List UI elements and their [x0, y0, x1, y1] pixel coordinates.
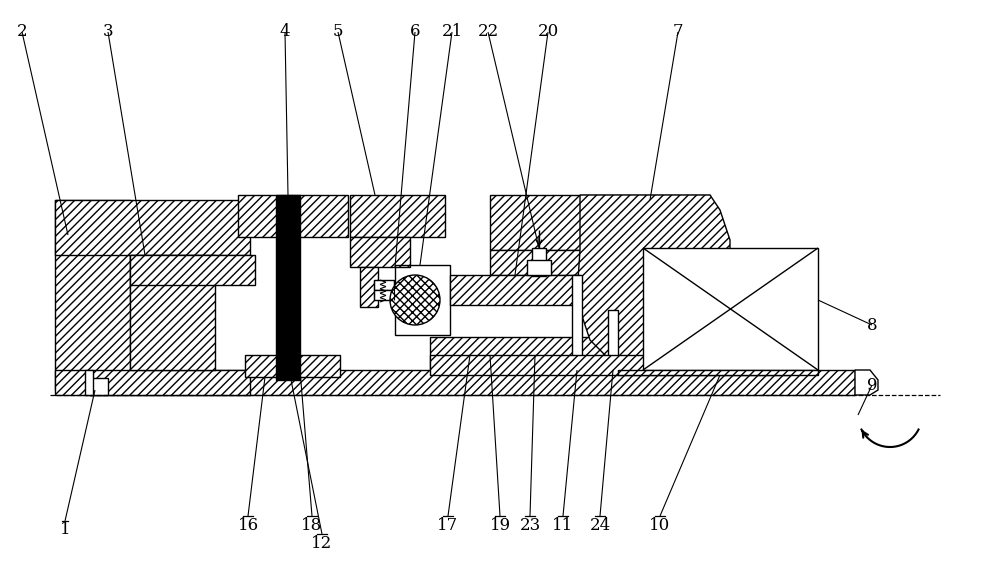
Polygon shape [855, 370, 878, 395]
Bar [374, 290, 394, 300]
Text: 10: 10 [649, 517, 671, 534]
Bar [238, 195, 348, 237]
Text: 3: 3 [103, 23, 113, 41]
Bar [430, 355, 790, 375]
Bar [276, 195, 300, 380]
Text: 12: 12 [311, 534, 333, 551]
Bar [374, 280, 394, 290]
Text: 9: 9 [867, 376, 877, 394]
Text: 1: 1 [60, 522, 70, 538]
Text: 11: 11 [552, 517, 574, 534]
Text: 5: 5 [333, 23, 343, 41]
Bar [490, 195, 710, 250]
Circle shape [390, 275, 440, 325]
Bar [527, 260, 551, 275]
Bar [618, 370, 818, 375]
Text: 18: 18 [301, 517, 323, 534]
Text: 8: 8 [867, 316, 877, 333]
Text: 22: 22 [477, 23, 499, 41]
Bar [55, 200, 250, 255]
Bar [350, 237, 410, 267]
Text: 4: 4 [280, 23, 290, 41]
Bar [430, 337, 610, 370]
Text: 16: 16 [237, 517, 259, 534]
Bar [90, 378, 108, 395]
Bar [643, 248, 818, 370]
Bar [130, 255, 255, 285]
Bar [85, 370, 93, 395]
Bar [490, 250, 665, 275]
Bar [55, 200, 130, 390]
Bar [608, 310, 618, 370]
Bar [395, 265, 450, 335]
Bar [572, 275, 582, 370]
Text: 7: 7 [673, 23, 683, 41]
Text: 24: 24 [589, 517, 611, 534]
Bar [450, 275, 580, 305]
Text: 23: 23 [519, 517, 541, 534]
Text: 21: 21 [441, 23, 463, 41]
Bar [130, 255, 215, 370]
Bar [90, 370, 855, 395]
Text: 2: 2 [17, 23, 27, 41]
Bar [360, 267, 378, 307]
Text: 6: 6 [410, 23, 420, 41]
Bar [350, 195, 445, 237]
Text: 19: 19 [489, 517, 511, 534]
Text: 17: 17 [437, 517, 459, 534]
Bar [532, 248, 546, 276]
Bar [245, 355, 340, 377]
Polygon shape [578, 195, 730, 370]
Bar [55, 370, 250, 395]
Text: 20: 20 [537, 23, 559, 41]
